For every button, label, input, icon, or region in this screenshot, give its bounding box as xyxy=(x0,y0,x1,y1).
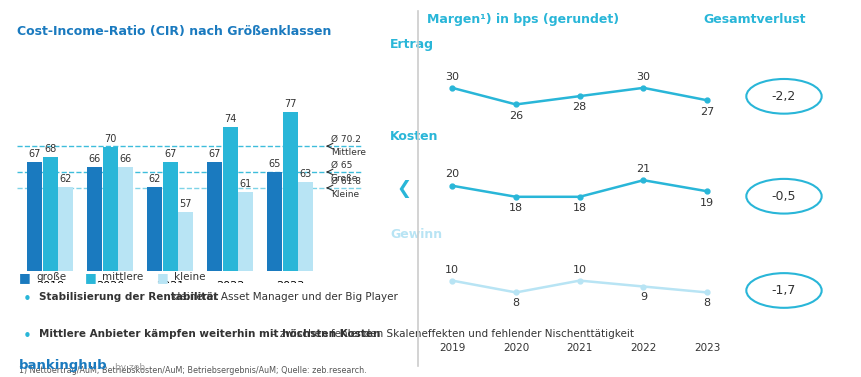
Text: bankinghub: bankinghub xyxy=(19,360,108,372)
Text: – zwischen fehlenden Skaleneffekten und fehlender Nischenttätigkeit: – zwischen fehlenden Skaleneffekten und … xyxy=(268,329,633,339)
Text: kleinerer Asset Manager und der Big Player: kleinerer Asset Manager und der Big Play… xyxy=(168,292,398,302)
Text: Ø 70.2: Ø 70.2 xyxy=(331,135,360,144)
Text: 62: 62 xyxy=(148,174,160,184)
Text: 63: 63 xyxy=(300,169,312,179)
Text: 61: 61 xyxy=(239,179,251,189)
Text: 18: 18 xyxy=(572,204,586,213)
Text: ❮: ❮ xyxy=(396,179,412,198)
Text: by zeb: by zeb xyxy=(115,363,145,372)
Bar xyxy=(238,192,253,377)
Text: 2022: 2022 xyxy=(629,343,656,353)
Text: Mittlere Anbieter kämpfen weiterhin mit höchsten Kosten: Mittlere Anbieter kämpfen weiterhin mit … xyxy=(39,329,380,339)
Text: 57: 57 xyxy=(179,199,192,209)
Text: Ertrag: Ertrag xyxy=(389,38,433,51)
Text: 27: 27 xyxy=(699,107,714,116)
Text: Margen¹) in bps (gerundet): Margen¹) in bps (gerundet) xyxy=(426,13,618,26)
Text: 65: 65 xyxy=(268,159,281,169)
Text: •: • xyxy=(22,329,31,344)
Text: ■: ■ xyxy=(84,271,96,284)
Text: 68: 68 xyxy=(44,144,56,154)
Text: Kleine: Kleine xyxy=(331,190,358,199)
Text: 30: 30 xyxy=(444,72,459,82)
Text: kleine: kleine xyxy=(174,272,206,282)
Text: Gesamtverlust: Gesamtverlust xyxy=(703,13,804,26)
Text: 2023: 2023 xyxy=(693,343,720,353)
Text: 10: 10 xyxy=(444,265,459,275)
Text: -0,5: -0,5 xyxy=(771,190,796,203)
Text: Cost-Income-Ratio (CIR) nach Größenklassen: Cost-Income-Ratio (CIR) nach Größenklass… xyxy=(17,25,331,37)
Text: 67: 67 xyxy=(208,149,220,159)
Text: -1,7: -1,7 xyxy=(771,284,796,297)
Text: ■: ■ xyxy=(157,271,169,284)
Bar xyxy=(118,167,133,377)
Text: 62: 62 xyxy=(59,174,72,184)
Text: große: große xyxy=(36,272,66,282)
Text: 2019: 2019 xyxy=(438,343,465,353)
Text: 74: 74 xyxy=(224,114,236,124)
Bar xyxy=(207,162,222,377)
Text: ■: ■ xyxy=(19,271,31,284)
Text: Große: Große xyxy=(331,174,358,183)
Text: 18: 18 xyxy=(508,204,523,213)
Bar xyxy=(222,127,238,377)
Bar xyxy=(147,187,162,377)
Text: 26: 26 xyxy=(508,111,523,121)
Text: 20: 20 xyxy=(444,169,459,179)
Text: Ø 61.8: Ø 61.8 xyxy=(331,177,361,186)
Text: 1) Nettoertrag/AuM; Betriebskosten/AuM; Betriebsergebnis/AuM; Quelle: zeb.resear: 1) Nettoertrag/AuM; Betriebskosten/AuM; … xyxy=(19,366,366,375)
Text: 77: 77 xyxy=(283,99,296,109)
Text: -2,2: -2,2 xyxy=(771,90,796,103)
Text: 30: 30 xyxy=(635,72,650,82)
Text: 66: 66 xyxy=(120,154,132,164)
Bar xyxy=(43,157,58,377)
Text: 67: 67 xyxy=(164,149,177,159)
Bar xyxy=(102,147,118,377)
Text: 8: 8 xyxy=(703,298,710,308)
Text: mittlere: mittlere xyxy=(102,272,143,282)
Text: 28: 28 xyxy=(572,103,586,112)
Text: Stabilisierung der Rentabilität: Stabilisierung der Rentabilität xyxy=(39,292,218,302)
Text: 70: 70 xyxy=(104,134,116,144)
Text: 9: 9 xyxy=(639,292,647,302)
Text: Mittlere: Mittlere xyxy=(331,148,365,157)
Bar xyxy=(298,182,313,377)
Text: Ø 65: Ø 65 xyxy=(331,161,352,170)
Text: 10: 10 xyxy=(572,265,586,275)
Text: 67: 67 xyxy=(28,149,40,159)
Bar xyxy=(163,162,177,377)
Text: 66: 66 xyxy=(89,154,101,164)
Text: 19: 19 xyxy=(699,198,714,208)
Bar xyxy=(59,187,73,377)
Bar xyxy=(87,167,102,377)
Bar xyxy=(282,112,297,377)
Text: Gewinn: Gewinn xyxy=(389,228,442,241)
Text: 2020: 2020 xyxy=(502,343,529,353)
Bar xyxy=(27,162,42,377)
Text: 8: 8 xyxy=(511,298,519,308)
Text: 2021: 2021 xyxy=(566,343,592,353)
Text: Kosten: Kosten xyxy=(389,130,438,143)
Text: 21: 21 xyxy=(635,164,650,173)
Bar xyxy=(267,172,282,377)
Text: •: • xyxy=(22,292,31,307)
Bar xyxy=(178,212,193,377)
